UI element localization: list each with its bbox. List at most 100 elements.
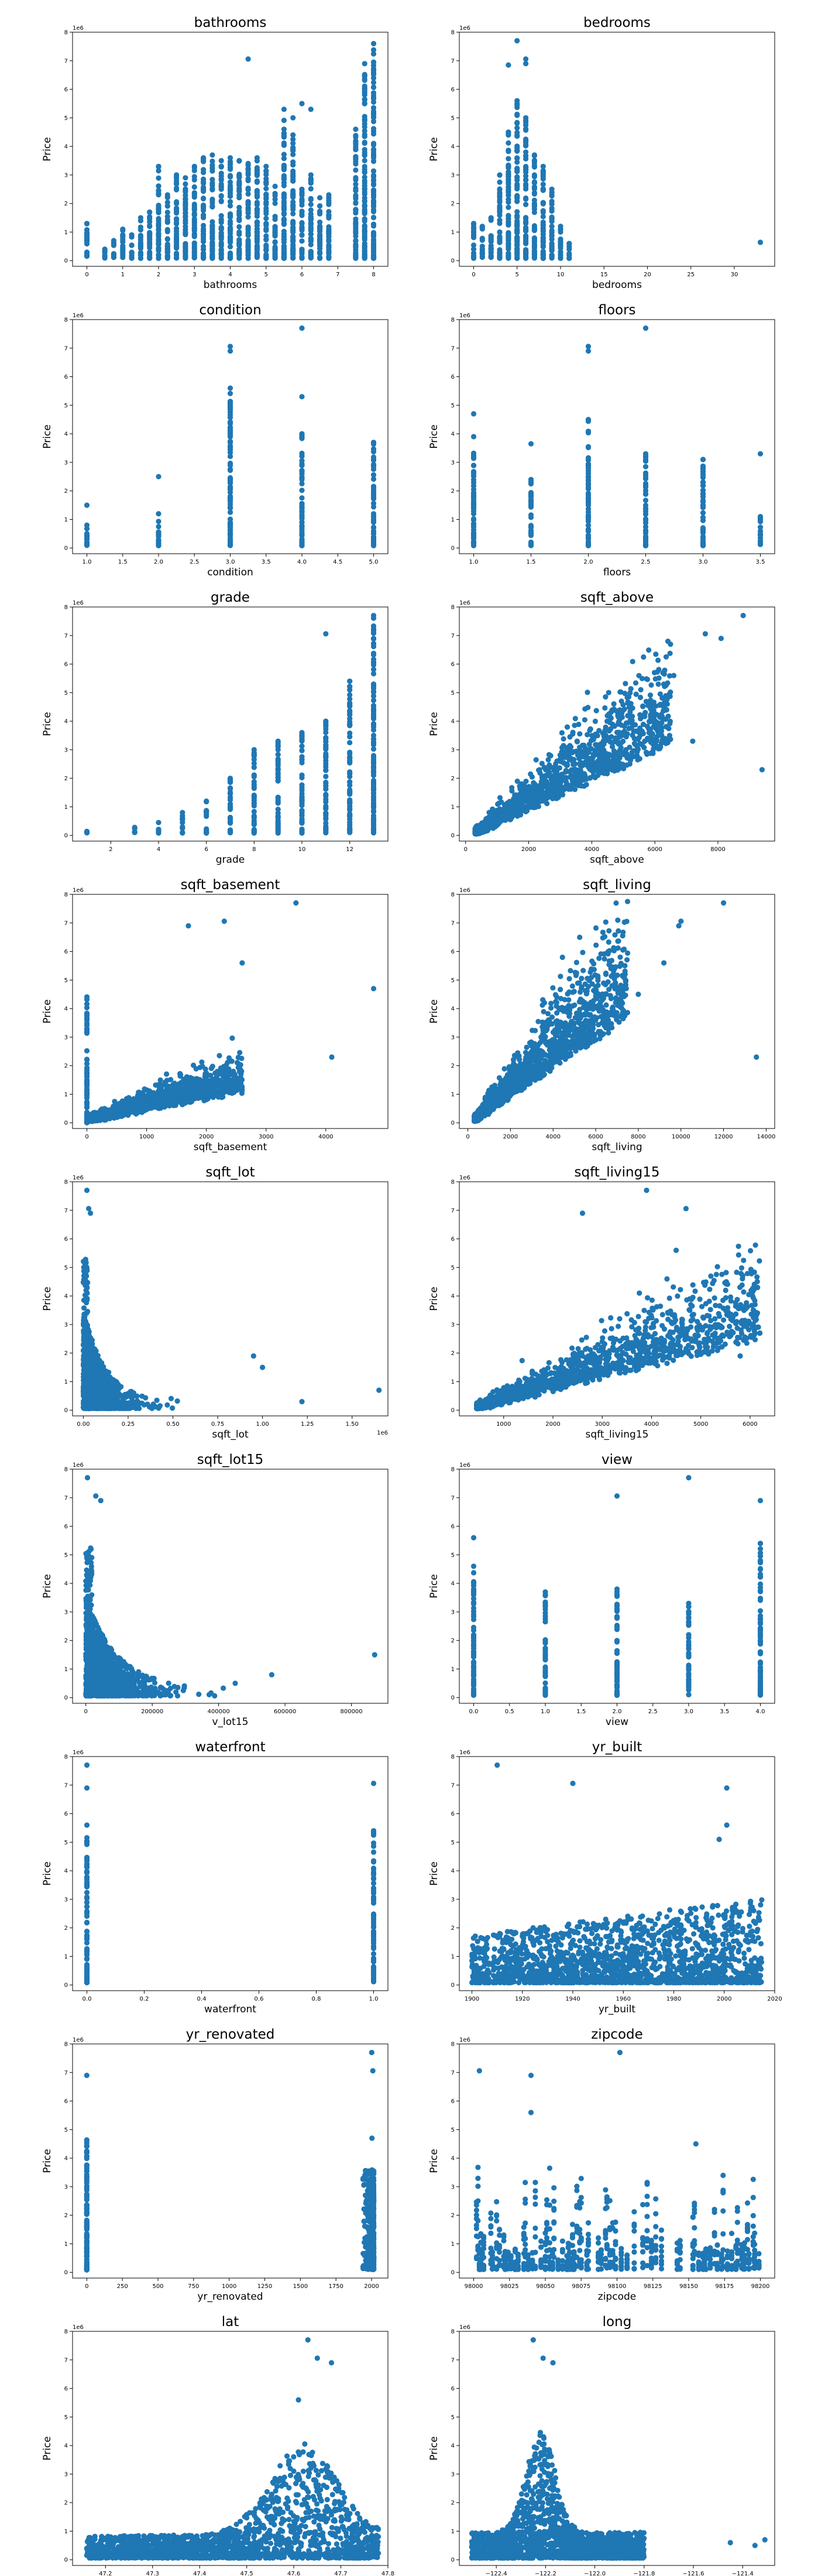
scatter-point bbox=[472, 829, 479, 835]
scatter-point bbox=[513, 797, 519, 802]
y-tick-label: 4 bbox=[451, 144, 455, 150]
scatter-point bbox=[299, 818, 305, 824]
scatter-point bbox=[353, 245, 359, 251]
scatter-point bbox=[523, 61, 529, 67]
scatter-point bbox=[362, 254, 367, 260]
scatter-point bbox=[540, 242, 546, 248]
scatter-point bbox=[370, 636, 377, 642]
scatter-point bbox=[227, 199, 233, 205]
x-tick-label: 1 bbox=[121, 272, 125, 278]
scatter-point bbox=[174, 255, 180, 261]
scatter-point bbox=[353, 220, 359, 226]
scatter-points bbox=[470, 38, 764, 261]
scatter-point bbox=[663, 654, 669, 660]
x-tick-label: 8 bbox=[372, 272, 375, 278]
scatter-point bbox=[362, 198, 367, 204]
scatter-point bbox=[523, 56, 529, 62]
scatter-point bbox=[227, 348, 233, 354]
scatter-point bbox=[545, 766, 551, 772]
scatter-point bbox=[549, 245, 555, 251]
scatter-point bbox=[497, 229, 503, 235]
scatter-point bbox=[370, 51, 377, 57]
scatter-point bbox=[180, 809, 185, 815]
scatter-point bbox=[84, 1001, 90, 1007]
scatter-point bbox=[506, 204, 511, 210]
scatter-point bbox=[147, 214, 153, 220]
scatter-point bbox=[227, 476, 233, 482]
scatter-point bbox=[183, 241, 188, 246]
scatter-point bbox=[227, 404, 233, 410]
scatter-point bbox=[587, 726, 593, 732]
scatter-point bbox=[308, 195, 314, 201]
scatter-point bbox=[610, 744, 616, 750]
y-tick-label: 7 bbox=[451, 345, 455, 352]
scatter-point bbox=[156, 828, 161, 833]
scatter-point bbox=[201, 243, 207, 249]
scatter-point bbox=[497, 203, 503, 209]
x-tick-label: 3.0 bbox=[226, 559, 235, 565]
scatter-point bbox=[370, 93, 377, 99]
scatter-point bbox=[218, 193, 224, 199]
scatter-point bbox=[700, 471, 706, 477]
x-tick-label: 2.0 bbox=[584, 559, 593, 565]
scatter-point bbox=[275, 743, 281, 749]
scatter-point bbox=[514, 104, 520, 111]
scatter-point bbox=[514, 778, 520, 784]
scatter-point bbox=[370, 769, 377, 775]
scatter-point bbox=[245, 202, 251, 208]
scatter-point bbox=[370, 490, 377, 496]
y-tick-label: 1 bbox=[451, 804, 455, 811]
scatter-point bbox=[227, 509, 233, 515]
scatter-point bbox=[353, 133, 359, 139]
chart-title: sqft_above bbox=[580, 590, 654, 605]
scatter-point bbox=[236, 248, 242, 254]
scatter-point bbox=[572, 787, 578, 793]
scatter-point bbox=[84, 1020, 90, 1026]
scatter-point bbox=[191, 216, 197, 222]
scatter-point bbox=[503, 811, 508, 817]
scatter-point bbox=[514, 169, 520, 174]
scatter-point bbox=[370, 780, 377, 786]
scatter-point bbox=[227, 159, 233, 164]
scatter-point bbox=[564, 724, 570, 730]
scatter-point bbox=[546, 752, 552, 757]
scatter-point bbox=[209, 246, 215, 252]
scatter-point bbox=[602, 705, 608, 711]
scatter-point bbox=[308, 249, 314, 255]
scatter-point bbox=[275, 767, 281, 773]
scatter-point bbox=[272, 193, 278, 198]
scatter-point bbox=[370, 525, 377, 531]
scatter-point bbox=[272, 246, 278, 252]
scatter-point bbox=[540, 181, 546, 187]
scatter-point bbox=[671, 673, 677, 678]
scatter-point bbox=[227, 794, 233, 800]
scatter-point bbox=[227, 213, 233, 219]
scatter-point bbox=[637, 740, 643, 747]
scatter-point bbox=[251, 764, 257, 770]
scatter-point bbox=[290, 204, 296, 210]
scatter-point bbox=[362, 157, 367, 163]
scatter-point bbox=[628, 686, 634, 692]
scatter-point bbox=[506, 181, 511, 187]
scatter-point bbox=[537, 767, 542, 773]
scatter-point bbox=[227, 816, 233, 822]
scatter-point bbox=[642, 491, 649, 497]
scatter-point bbox=[138, 215, 143, 221]
scatter-point bbox=[236, 211, 242, 217]
x-tick-label: 12 bbox=[346, 846, 353, 853]
y-tick-label: 3 bbox=[64, 747, 68, 753]
scatter-point bbox=[531, 235, 538, 241]
scatter-point bbox=[370, 790, 377, 796]
scatter-point bbox=[617, 747, 623, 753]
scatter-point bbox=[640, 721, 646, 728]
scatter-point bbox=[370, 215, 377, 221]
y-tick-label: 1 bbox=[64, 229, 68, 236]
scatter-point bbox=[700, 466, 706, 472]
scatter-point bbox=[138, 234, 143, 240]
scatter-point bbox=[603, 724, 609, 730]
scatter-point bbox=[506, 246, 511, 252]
scatter-point bbox=[156, 819, 161, 825]
scatter-point bbox=[662, 667, 668, 673]
scatter-point bbox=[218, 177, 224, 183]
